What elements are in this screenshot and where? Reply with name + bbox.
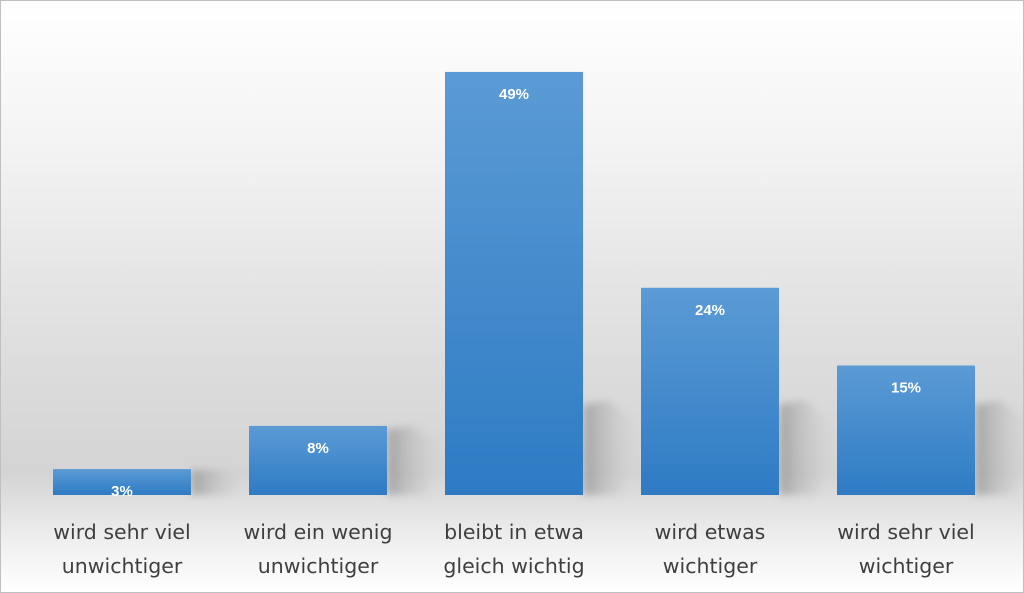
- bar-shadow: [191, 469, 246, 495]
- category-label-2-line-1: wird ein wenig: [244, 520, 393, 544]
- bar-4: [641, 287, 779, 495]
- category-label-3-line-2: gleich wichtig: [443, 554, 584, 578]
- bar-5: [837, 365, 975, 495]
- data-label-2: 8%: [307, 440, 329, 457]
- data-label-4: 24%: [695, 302, 725, 319]
- category-label-5-line-2: wichtiger: [859, 554, 954, 578]
- data-label-5: 15%: [891, 379, 921, 396]
- data-label-1: 3%: [111, 483, 133, 500]
- bar-2: [249, 425, 387, 495]
- bar-shadow: [583, 400, 638, 495]
- bar-shadow: [387, 425, 442, 495]
- bar-shadow: [975, 400, 1023, 495]
- category-label-3-line-1: bleibt in etwa: [444, 520, 584, 544]
- category-label-4-line-2: wichtiger: [663, 554, 758, 578]
- category-label-1-line-2: unwichtiger: [62, 554, 183, 578]
- data-label-3: 49%: [499, 86, 529, 103]
- category-label-5-line-1: wird sehr viel: [837, 520, 974, 544]
- bar-3: [445, 71, 583, 496]
- category-label-2-line-2: unwichtiger: [258, 554, 379, 578]
- bar-1: [53, 469, 191, 495]
- category-label-4-line-1: wird etwas: [655, 520, 766, 544]
- category-label-1-line-1: wird sehr viel: [53, 520, 190, 544]
- bar-shadow: [779, 400, 834, 495]
